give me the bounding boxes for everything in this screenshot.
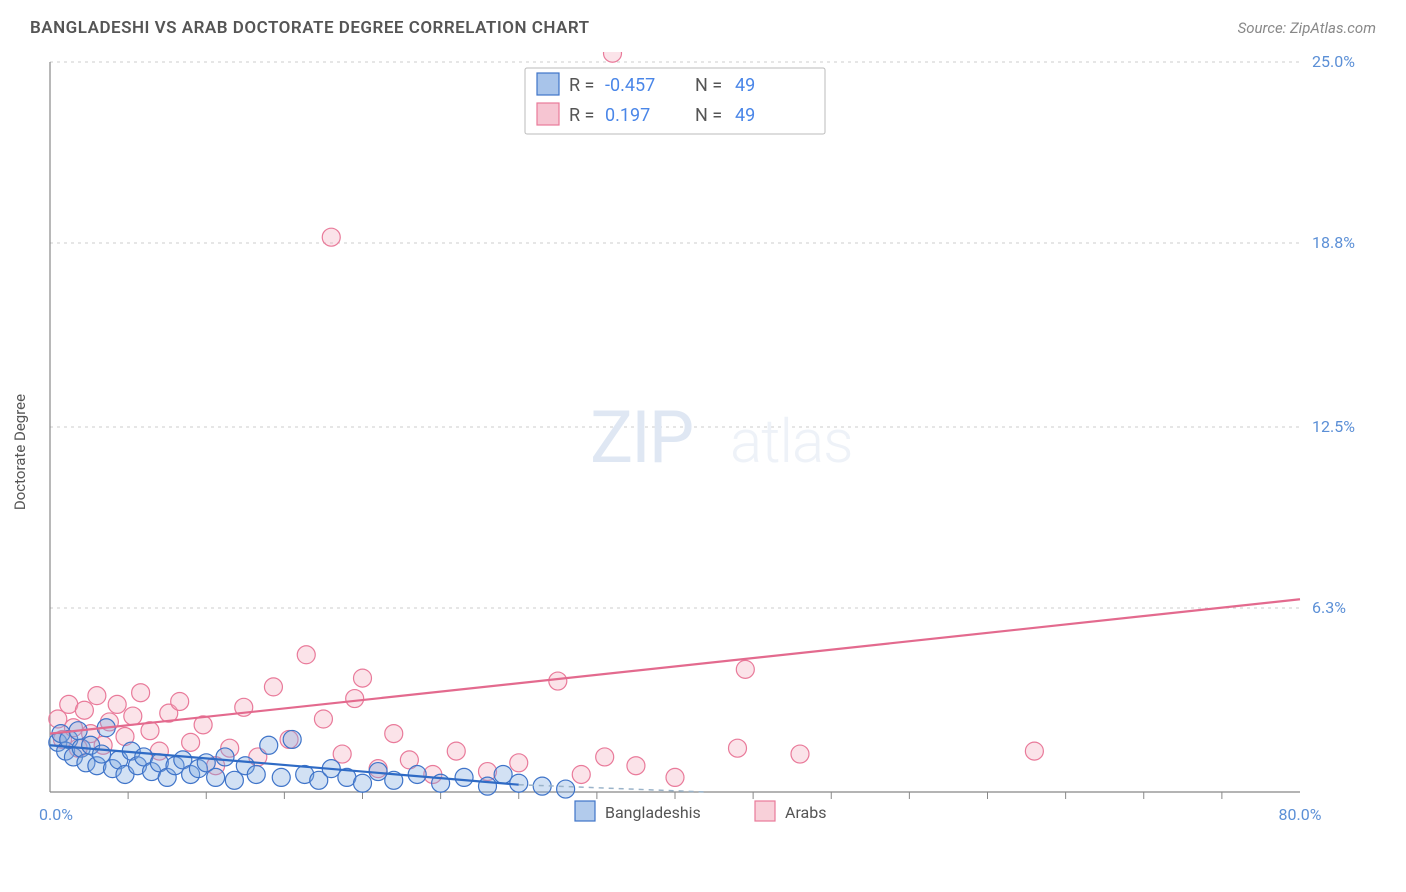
data-point (596, 748, 614, 766)
data-point (549, 672, 567, 690)
data-point (322, 228, 340, 246)
chart-title: BANGLADESHI VS ARAB DOCTORATE DEGREE COR… (30, 18, 590, 38)
legend-swatch-blue (575, 801, 595, 821)
data-point (455, 768, 473, 786)
y-tick-label: 6.3% (1312, 598, 1346, 617)
stats-n-label: N = (695, 75, 722, 96)
data-point (354, 774, 372, 792)
stats-r-label: R = (569, 75, 594, 96)
data-point (408, 765, 426, 783)
legend-label-pink: Arabs (785, 803, 827, 822)
stats-r-value: -0.457 (605, 75, 655, 96)
stats-n-value: 49 (735, 75, 755, 96)
data-point (108, 695, 126, 713)
data-point (124, 707, 142, 725)
stats-n-label: N = (695, 105, 722, 126)
stats-r-label: R = (569, 105, 594, 126)
data-point (346, 690, 364, 708)
data-point (247, 765, 265, 783)
data-point (182, 733, 200, 751)
data-point (88, 687, 106, 705)
data-point (572, 765, 590, 783)
chart-container: Doctorate Degree 6.3%12.5%18.8%25.0%ZIPa… (30, 52, 1380, 852)
watermark: ZIP (590, 395, 692, 480)
data-point (494, 765, 512, 783)
data-point (604, 52, 622, 62)
y-tick-label: 25.0% (1312, 52, 1355, 71)
data-point (264, 678, 282, 696)
stats-swatch (537, 73, 559, 95)
y-axis-label: Doctorate Degree (11, 394, 29, 510)
data-point (354, 669, 372, 687)
data-point (510, 754, 528, 772)
data-point (666, 768, 684, 786)
data-point (75, 701, 93, 719)
source-label: Source: ZipAtlas.com (1238, 19, 1376, 37)
data-point (171, 692, 189, 710)
data-point (297, 646, 315, 664)
legend-swatch-pink (755, 801, 775, 821)
stats-swatch (537, 103, 559, 125)
data-point (479, 777, 497, 795)
y-tick-label: 18.8% (1312, 233, 1355, 252)
legend-label-blue: Bangladeshis (605, 803, 701, 822)
data-point (207, 768, 225, 786)
data-point (627, 757, 645, 775)
watermark: atlas (730, 406, 853, 477)
data-point (447, 742, 465, 760)
data-point (557, 780, 575, 798)
data-point (729, 739, 747, 757)
stats-n-value: 49 (735, 105, 755, 126)
x-max-label: 80.0% (1279, 805, 1322, 824)
data-point (385, 725, 403, 743)
data-point (132, 684, 150, 702)
data-point (272, 768, 290, 786)
data-point (791, 745, 809, 763)
scatter-chart: 6.3% 12.5% 18.8% 25.0% ZIP atlas 0.0% 80.0% Bang… (30, 52, 1380, 852)
data-point (1025, 742, 1043, 760)
data-point (216, 748, 234, 766)
data-point (736, 660, 754, 678)
x-min-label: 0.0% (39, 805, 73, 824)
stats-r-value: 0.197 (605, 105, 650, 126)
data-point (283, 730, 301, 748)
y-tick-label: 12.5% (1312, 417, 1355, 436)
data-point (260, 736, 278, 754)
trendline-pink (50, 599, 1300, 733)
data-point (314, 710, 332, 728)
